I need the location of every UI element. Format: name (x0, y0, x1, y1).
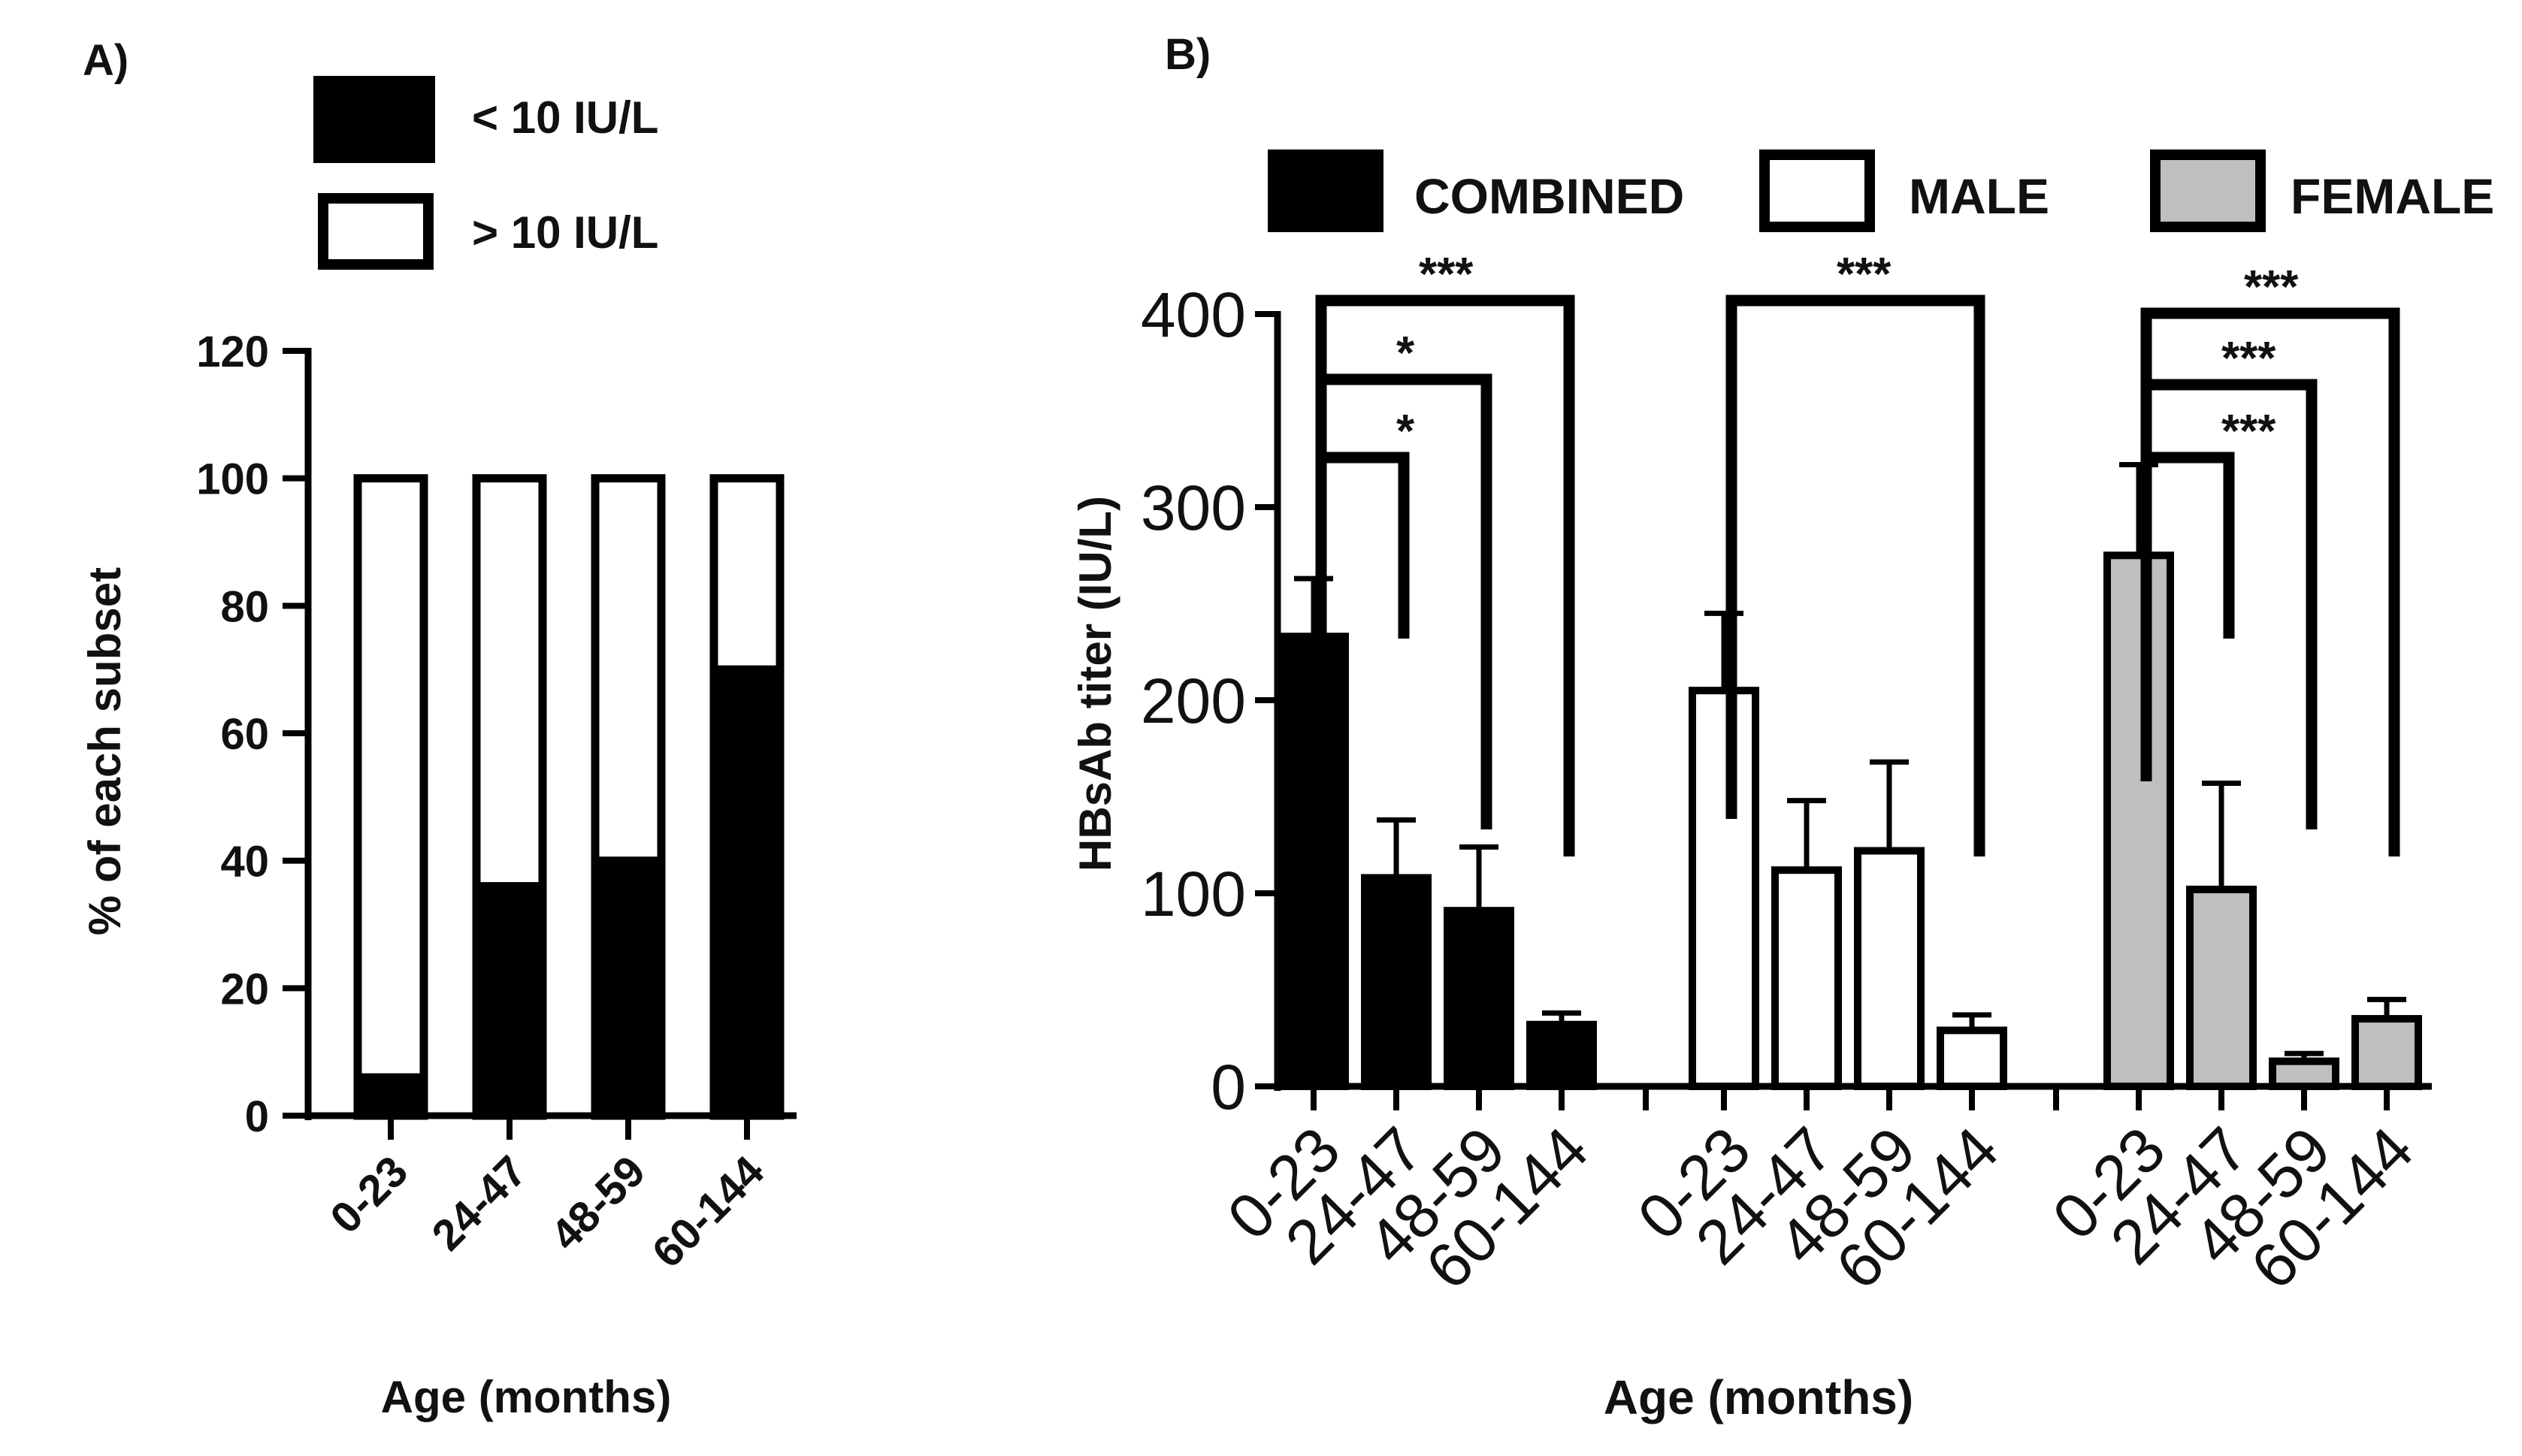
panel-b-y-tick-label: 400 (1141, 279, 1246, 350)
panel-b-significance-bracket-male-60-144 (1725, 295, 1985, 856)
panel-a-y-tick-label: 0 (245, 1092, 269, 1141)
legend-swatch-combined (1268, 150, 1383, 232)
panel-a-y-tick-label: 80 (220, 582, 269, 631)
panel-b-significance-bracket-female-60-144 (2140, 307, 2400, 856)
legend-swatch-under-10 (313, 76, 435, 163)
panel-a-bar-10-iu-l-0-23 (353, 474, 428, 1082)
panel-b-bar-combined-0-23 (1278, 633, 1349, 1090)
panel-a-legend: < 10 IU/L > 10 IU/L (313, 76, 658, 270)
panel-b-significance-label-combined-24-47: * (1396, 406, 1415, 458)
panel-b-y-tick-label: 300 (1141, 473, 1246, 543)
panel-b-bar-male-60-144 (1937, 1026, 2007, 1090)
panel-b-bar-male-24-47 (1771, 866, 1842, 1091)
panel-b-bar-female-48-59 (2269, 1057, 2339, 1090)
panel-a-bar-10-iu-l-0-23 (353, 1073, 428, 1120)
panel-b-bar-combined-24-47 (1361, 874, 1432, 1090)
panel-a-bar-10-iu-l-48-59 (591, 474, 666, 865)
panel-b-y-axis-title: HBsAb titer (IU/L) (1070, 496, 1120, 871)
panel-b-bar-male-0-23 (1689, 687, 1759, 1090)
panel-b-bar-combined-48-59 (1444, 907, 1514, 1090)
panel-b-significance-label-male-60-144: *** (1837, 249, 1892, 301)
legend-label-combined: COMBINED (1414, 168, 1684, 224)
panel-a-y-tick-label: 120 (196, 328, 269, 376)
panel-a-x-tick-label: 0-23 (321, 1146, 417, 1243)
panel-a-y-tick-label: 60 (220, 710, 269, 759)
panel-a-bar-10-iu-l-24-47 (472, 474, 547, 891)
panel-a-bar-10-iu-l-60-144 (709, 474, 785, 674)
panel-a-bar-10-iu-l-24-47 (472, 882, 547, 1120)
legend-swatch-female (2150, 150, 2266, 232)
legend-label-female: FEMALE (2291, 168, 2494, 224)
panel-a-y-axis-title: % of each subset (80, 567, 130, 935)
panel-a-bar-10-iu-l-60-144 (709, 665, 785, 1120)
panel-a-x-tick-label: 24-47 (422, 1146, 536, 1260)
panel-a-x-tick-label: 48-59 (541, 1146, 655, 1260)
legend-swatch-over-10 (318, 193, 434, 270)
panel-b-bar-female-0-23 (2103, 551, 2174, 1090)
panel-b-bar-female-24-47 (2186, 885, 2257, 1090)
legend-swatch-male (1759, 150, 1875, 232)
panel-b-legend: COMBINED MALE FEMALE (1268, 150, 2494, 232)
legend-label-under-10: < 10 IU/L (472, 92, 658, 143)
panel-b-y-tick-label: 0 (1211, 1052, 1246, 1122)
panel-a-label: A) (83, 36, 129, 85)
panel-b-significance-label-combined-48-59: * (1396, 328, 1415, 379)
panel-a-x-tick-label: 60-144 (643, 1146, 774, 1277)
panel-b-significance-bracket-combined-60-144 (1315, 295, 1575, 856)
panel-b-plot: 01002003004000-2324-4748-5960-144*****0-… (1141, 249, 2432, 1303)
panel-b-significance-label-combined-60-144: *** (1419, 249, 1474, 301)
panel-a-y-tick-label: 20 (220, 965, 269, 1013)
panel-a-bar-10-iu-l-48-59 (591, 856, 666, 1120)
panel-b-bar-female-60-144 (2351, 1015, 2422, 1091)
panel-b-y-tick-label: 200 (1141, 666, 1246, 736)
panel-b-significance-label-female-24-47: *** (2221, 406, 2276, 458)
panel-b-significance-label-female-60-144: *** (2244, 261, 2299, 313)
panel-a-y-tick-label: 100 (196, 455, 269, 504)
panel-a-x-axis-title: Age (months) (381, 1372, 672, 1422)
panel-b-x-axis-title: Age (months) (1604, 1370, 1913, 1424)
panel-b-label: B) (1165, 30, 1211, 79)
legend-label-male: MALE (1909, 168, 2049, 224)
panel-b-significance-label-female-48-59: *** (2221, 333, 2276, 385)
panel-b-bar-combined-60-144 (1526, 1020, 1597, 1091)
panel-b-bar-male-48-59 (1854, 847, 1925, 1090)
legend-label-over-10: > 10 IU/L (472, 207, 658, 258)
panel-b-y-tick-label: 100 (1141, 859, 1246, 929)
panel-a-y-tick-label: 40 (220, 838, 269, 887)
